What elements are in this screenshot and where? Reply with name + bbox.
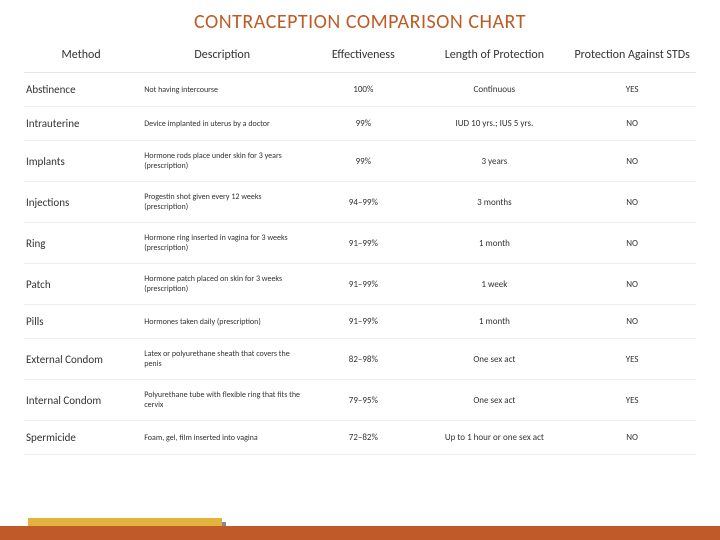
table-row: SpermicideFoam, gel, film inserted into … [24, 421, 696, 455]
cell-description: Latex or polyurethane sheath that covers… [138, 339, 306, 380]
cell-std: NO [568, 264, 696, 305]
cell-std: NO [568, 421, 696, 455]
cell-effectiveness: 100% [306, 73, 420, 107]
cell-length: 1 month [420, 223, 568, 264]
cell-method: Implants [24, 141, 138, 182]
table-row: ImplantsHormone rods place under skin fo… [24, 141, 696, 182]
cell-effectiveness: 94–99% [306, 182, 420, 223]
cell-description: Not having intercourse [138, 73, 306, 107]
cell-std: NO [568, 107, 696, 141]
footer-tab [28, 518, 222, 526]
comparison-table: Method Description Effectiveness Length … [24, 40, 696, 455]
table-row: External CondomLatex or polyurethane she… [24, 339, 696, 380]
header-row: Method Description Effectiveness Length … [24, 40, 696, 73]
cell-std: YES [568, 380, 696, 421]
cell-method: Abstinence [24, 73, 138, 107]
cell-effectiveness: 91–99% [306, 305, 420, 339]
table-row: RingHormone ring inserted in vagina for … [24, 223, 696, 264]
chart-title: CONTRACEPTION COMPARISON CHART [0, 0, 720, 40]
cell-method: Internal Condom [24, 380, 138, 421]
cell-std: NO [568, 141, 696, 182]
cell-description: Polyurethane tube with flexible ring tha… [138, 380, 306, 421]
cell-description: Progestin shot given every 12 weeks (pre… [138, 182, 306, 223]
table-row: Internal CondomPolyurethane tube with fl… [24, 380, 696, 421]
cell-description: Device implanted in uterus by a doctor [138, 107, 306, 141]
cell-effectiveness: 79–95% [306, 380, 420, 421]
cell-length: 1 week [420, 264, 568, 305]
table-row: InjectionsProgestin shot given every 12 … [24, 182, 696, 223]
table-row: IntrauterineDevice implanted in uterus b… [24, 107, 696, 141]
cell-effectiveness: 91–99% [306, 223, 420, 264]
table-body: AbstinenceNot having intercourse100%Cont… [24, 73, 696, 455]
col-length: Length of Protection [420, 40, 568, 73]
col-stds: Protection Against STDs [568, 40, 696, 73]
cell-length: 1 month [420, 305, 568, 339]
col-effectiveness: Effectiveness [306, 40, 420, 73]
cell-effectiveness: 91–99% [306, 264, 420, 305]
cell-effectiveness: 82–98% [306, 339, 420, 380]
cell-length: One sex act [420, 380, 568, 421]
cell-length: 3 months [420, 182, 568, 223]
cell-std: NO [568, 182, 696, 223]
footer-bar [0, 526, 720, 540]
cell-method: Patch [24, 264, 138, 305]
cell-length: 3 years [420, 141, 568, 182]
cell-length: One sex act [420, 339, 568, 380]
cell-method: Pills [24, 305, 138, 339]
cell-method: Ring [24, 223, 138, 264]
cell-length: Continuous [420, 73, 568, 107]
cell-description: Hormone rods place under skin for 3 year… [138, 141, 306, 182]
cell-method: Intrauterine [24, 107, 138, 141]
cell-std: YES [568, 339, 696, 380]
cell-length: IUD 10 yrs.; IUS 5 yrs. [420, 107, 568, 141]
cell-effectiveness: 99% [306, 141, 420, 182]
cell-method: External Condom [24, 339, 138, 380]
cell-description: Hormone ring inserted in vagina for 3 we… [138, 223, 306, 264]
cell-std: YES [568, 73, 696, 107]
table-row: PillsHormones taken daily (prescription)… [24, 305, 696, 339]
cell-std: NO [568, 305, 696, 339]
table-container: Method Description Effectiveness Length … [0, 40, 720, 455]
cell-effectiveness: 99% [306, 107, 420, 141]
cell-effectiveness: 72–82% [306, 421, 420, 455]
table-row: AbstinenceNot having intercourse100%Cont… [24, 73, 696, 107]
cell-method: Spermicide [24, 421, 138, 455]
cell-length: Up to 1 hour or one sex act [420, 421, 568, 455]
col-method: Method [24, 40, 138, 73]
cell-std: NO [568, 223, 696, 264]
cell-description: Foam, gel, film inserted into vagina [138, 421, 306, 455]
cell-description: Hormones taken daily (prescription) [138, 305, 306, 339]
col-description: Description [138, 40, 306, 73]
cell-method: Injections [24, 182, 138, 223]
cell-description: Hormone patch placed on skin for 3 weeks… [138, 264, 306, 305]
table-row: PatchHormone patch placed on skin for 3 … [24, 264, 696, 305]
